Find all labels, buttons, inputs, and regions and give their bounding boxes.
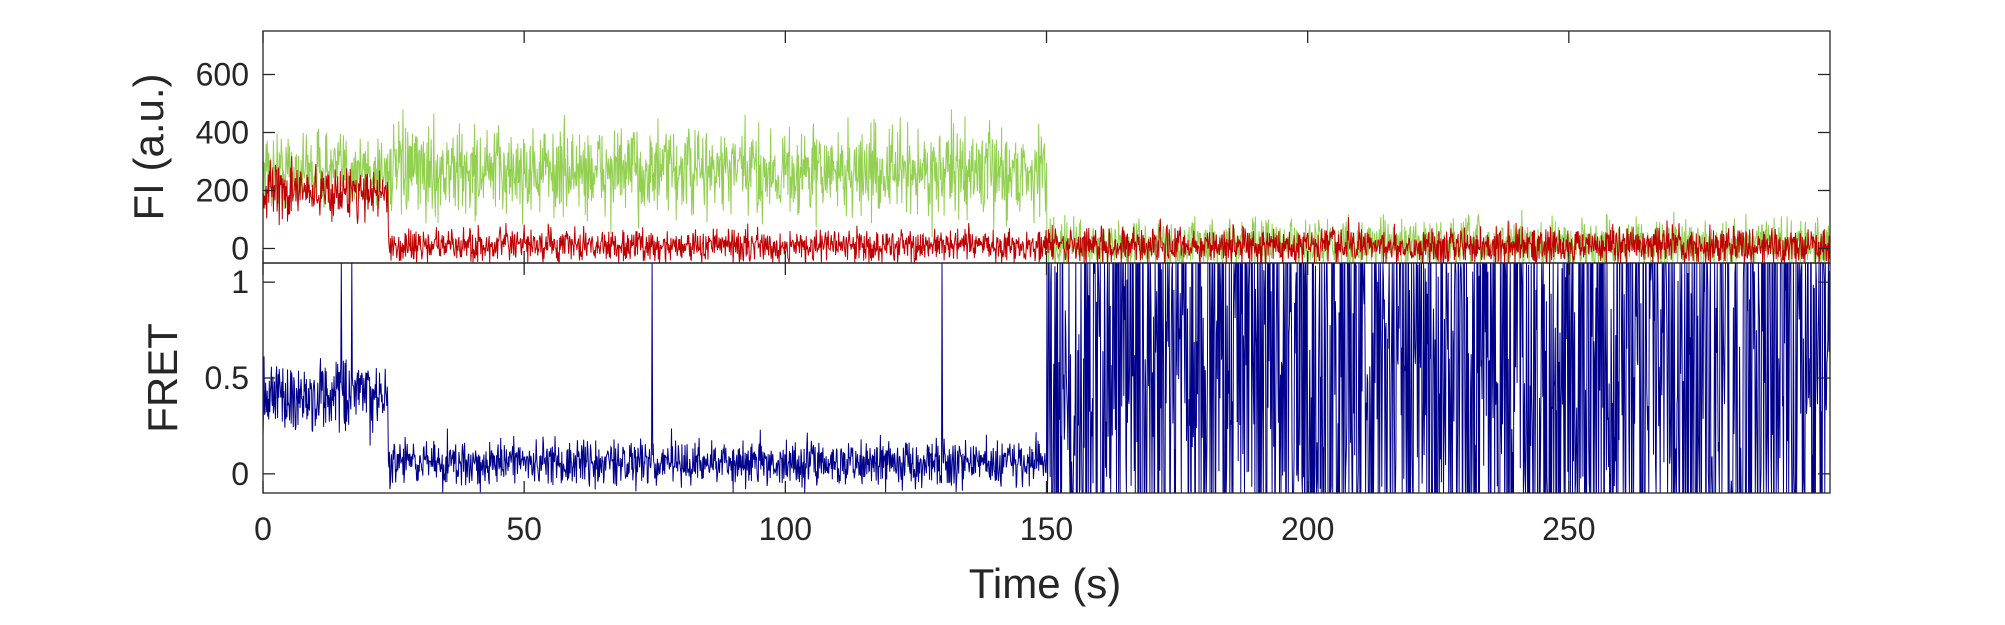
x-tick-label-4: 200 xyxy=(1281,511,1334,547)
y-tick-label-1-2: 1 xyxy=(231,264,249,300)
y-tick-label-1-1: 0.5 xyxy=(205,360,249,396)
y-tick-label-0-3: 600 xyxy=(196,57,249,93)
y-tick-label-1-0: 0 xyxy=(231,456,249,492)
fret-y-axis-label: FRET xyxy=(139,323,186,433)
fret-y-ticks: 00.51 xyxy=(205,264,1830,492)
series-line-1-0 xyxy=(262,261,1831,495)
x-tick-label-0: 0 xyxy=(254,511,272,547)
x-tick-label-3: 150 xyxy=(1020,511,1073,547)
fret-panel: 00.51 0 50 100 150 200 250 FRET Time (s) xyxy=(139,261,1831,607)
time-x-axis-label: Time (s) xyxy=(969,560,1121,607)
fluorescence-y-ticks: 0 200 400 600 xyxy=(196,31,1830,267)
y-tick-label-0-1: 200 xyxy=(196,173,249,209)
x-tick-label-2: 100 xyxy=(759,511,812,547)
y-tick-label-0-2: 400 xyxy=(196,115,249,151)
x-tick-label-1: 50 xyxy=(506,511,542,547)
series-line-0-0 xyxy=(262,109,1831,264)
fluorescence-series-group xyxy=(262,109,1831,265)
y-tick-label-0-0: 0 xyxy=(231,231,249,267)
x-tick-label-5: 250 xyxy=(1542,511,1595,547)
fluorescence-y-axis-label: FI (a.u.) xyxy=(125,73,172,220)
fluorescence-panel: 0 200 400 600 FI (a.u.) xyxy=(125,30,1831,267)
time-x-ticks: 0 50 100 150 200 250 xyxy=(254,263,1596,547)
fret-series-group xyxy=(262,261,1831,495)
